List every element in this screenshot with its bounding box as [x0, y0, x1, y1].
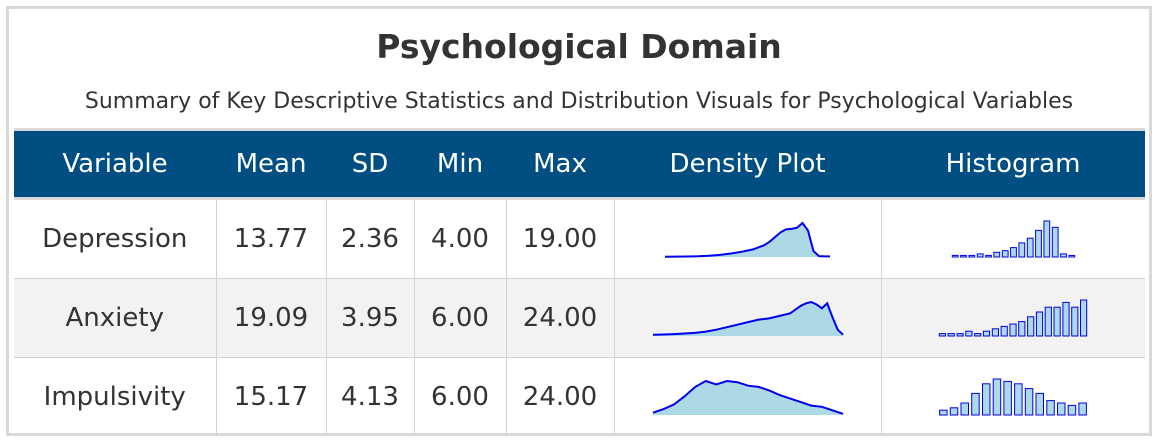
density-line: [652, 300, 844, 336]
density-area: [665, 223, 830, 257]
histogram-bar: [1046, 400, 1056, 416]
histogram-bar: [1003, 380, 1013, 416]
col-header-mean[interactable]: Mean: [216, 128, 326, 200]
histogram-bar: [1043, 220, 1050, 258]
cell-max: 24.00: [505, 357, 615, 436]
cell-sd: 2.36: [325, 198, 415, 279]
cell-sd: 3.95: [325, 278, 415, 358]
histogram-bar: [1025, 388, 1034, 416]
histogram-bar: [982, 383, 991, 416]
cell-histogram: [880, 357, 1145, 436]
histogram-bar: [960, 402, 970, 416]
col-header-density-plot[interactable]: Density Plot: [614, 128, 881, 200]
table-card: Psychological Domain Summary of Key Desc…: [6, 6, 1152, 436]
histogram-bar: [1000, 325, 1009, 337]
histogram-bar: [1059, 253, 1067, 258]
histogram-bar: [1071, 306, 1079, 337]
histogram-bar: [1018, 242, 1025, 258]
stats-table: Variable Mean SD Min Max Density Plot Hi…: [14, 128, 1145, 436]
histogram-bar: [1009, 323, 1017, 337]
histogram-bar: [950, 407, 959, 416]
histogram-bar: [992, 378, 1002, 416]
col-header-histogram[interactable]: Histogram: [881, 128, 1145, 200]
cell-histogram: [880, 198, 1145, 279]
density-line: [664, 221, 830, 258]
header-row: Variable Mean SD Min Max Density Plot Hi…: [14, 128, 1145, 200]
cell-density: [613, 278, 882, 358]
histogram-bar: [1057, 402, 1066, 416]
histogram-bar: [956, 333, 964, 337]
histogram-bar: [1051, 226, 1059, 258]
histogram-bar: [984, 254, 992, 258]
histogram-depression: [951, 220, 1075, 258]
cell-mean: 13.77: [215, 198, 327, 279]
histogram-bar: [1062, 301, 1070, 337]
histogram-bar: [974, 333, 982, 337]
histogram-bar: [1014, 383, 1023, 416]
cell-sd: 4.13: [325, 357, 415, 436]
density-area: [652, 381, 843, 415]
cell-min: 4.00: [413, 198, 507, 279]
col-header-max[interactable]: Max: [506, 128, 614, 200]
cell-density: [613, 198, 882, 279]
histogram-bar: [992, 328, 1000, 337]
density-line: [652, 379, 843, 415]
cell-mean: 19.09: [215, 278, 327, 358]
histogram-anxiety: [939, 299, 1088, 337]
cell-min: 6.00: [413, 278, 507, 358]
histogram-bar: [1036, 311, 1044, 337]
table-subtitle: Summary of Key Descriptive Statistics an…: [84, 89, 1074, 114]
histogram-bar: [939, 409, 948, 416]
histogram-bar: [968, 254, 975, 258]
histogram-bar: [1026, 237, 1034, 258]
histogram-bar: [947, 333, 956, 337]
histogram-bar: [1035, 392, 1045, 416]
cell-variable: Depression: [14, 198, 217, 279]
histogram-bar: [1053, 306, 1061, 337]
table-row: Depression 13.77 2.36 4.00 19.00: [14, 198, 1145, 279]
cell-histogram: [880, 278, 1145, 358]
col-header-min[interactable]: Min: [414, 128, 506, 200]
histogram-bar: [1009, 247, 1017, 258]
histogram-bar: [1027, 316, 1035, 337]
cell-max: 24.00: [505, 278, 615, 358]
histogram-impulsivity: [939, 378, 1088, 416]
histogram-bar: [976, 253, 984, 258]
histogram-bar: [1068, 254, 1075, 258]
histogram-bar: [951, 254, 959, 258]
histogram-bar: [959, 254, 967, 258]
histogram-bar: [1067, 404, 1077, 416]
table-row: Impulsivity 15.17 4.13 6.00 24.00: [14, 357, 1145, 436]
table-title: Psychological Domain: [376, 27, 782, 66]
histogram-bar: [1080, 299, 1088, 337]
histogram-bar: [983, 330, 991, 337]
density-plot-depression: [664, 221, 830, 258]
cell-variable: Anxiety: [14, 278, 217, 358]
cell-mean: 15.17: [215, 357, 327, 436]
histogram-bar: [1018, 321, 1026, 337]
col-header-variable[interactable]: Variable: [14, 128, 216, 200]
cell-max: 19.00: [505, 198, 615, 279]
cell-variable: Impulsivity: [14, 357, 217, 436]
cell-density: [613, 357, 882, 436]
histogram-bar: [1034, 229, 1042, 258]
density-area: [652, 302, 843, 336]
histogram-bar: [993, 251, 1000, 258]
cell-min: 6.00: [413, 357, 507, 436]
histogram-bar: [1078, 402, 1088, 416]
histogram-bar: [971, 392, 980, 416]
table-row: Anxiety 19.09 3.95 6.00 24.00: [14, 278, 1145, 358]
density-plot-anxiety: [652, 300, 844, 336]
col-header-sd[interactable]: SD: [326, 128, 414, 200]
histogram-bar: [1001, 250, 1009, 258]
density-plot-impulsivity: [652, 379, 843, 415]
histogram-bar: [965, 330, 973, 337]
histogram-bar: [939, 333, 947, 337]
histogram-bar: [1044, 306, 1053, 337]
